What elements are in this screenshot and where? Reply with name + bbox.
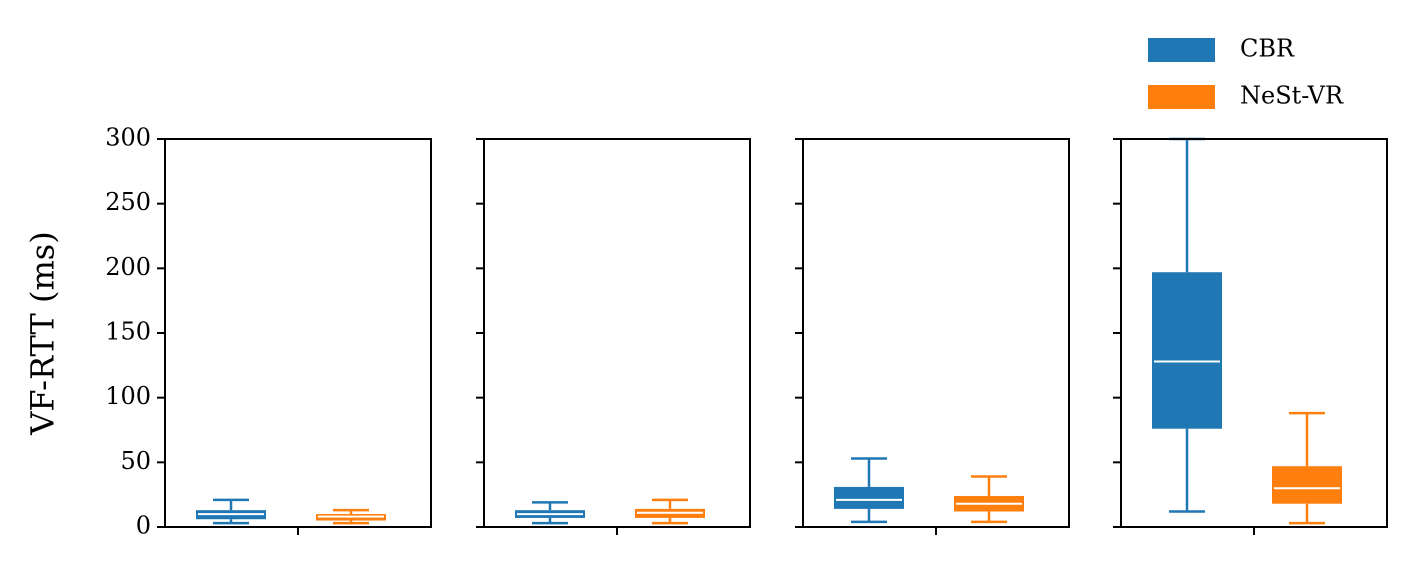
plot-frame — [164, 138, 432, 528]
plot-frame — [1120, 138, 1388, 528]
y-tick-label: 200 — [105, 253, 151, 281]
box — [834, 486, 904, 509]
plot-frame — [802, 138, 1070, 528]
y-tick-label: 50 — [120, 447, 151, 475]
box — [1152, 272, 1222, 429]
y-tick-label: 250 — [105, 188, 151, 216]
legend-label: CBR — [1240, 35, 1295, 63]
legend-swatch — [1148, 38, 1215, 62]
plot-frame — [483, 138, 751, 528]
legend-swatch — [1148, 85, 1215, 109]
y-tick-label: 150 — [105, 318, 151, 346]
y-tick-label: 0 — [136, 512, 151, 540]
y-tick-label: 300 — [105, 124, 151, 152]
box — [1272, 466, 1342, 504]
y-axis-label: VF-RTT (ms) — [24, 231, 62, 435]
legend-label: NeSt-VR — [1240, 82, 1344, 110]
y-tick-label: 100 — [105, 382, 151, 410]
